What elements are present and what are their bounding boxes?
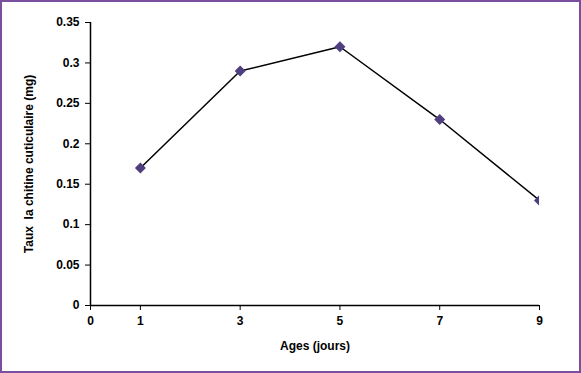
svg-text:0: 0 xyxy=(87,314,94,328)
svg-text:0.25: 0.25 xyxy=(56,96,80,110)
svg-text:0.15: 0.15 xyxy=(56,177,80,191)
svg-text:Ages (jours): Ages (jours) xyxy=(280,339,350,353)
svg-text:0: 0 xyxy=(73,298,80,312)
svg-text:7: 7 xyxy=(436,314,443,328)
svg-text:3: 3 xyxy=(237,314,244,328)
svg-text:0.05: 0.05 xyxy=(56,258,80,272)
svg-text:Taux la chitine cuticulaire (: Taux la chitine cuticulaire (mg) xyxy=(22,75,36,253)
svg-text:9: 9 xyxy=(536,314,543,328)
svg-text:0.1: 0.1 xyxy=(63,217,80,231)
svg-text:0.3: 0.3 xyxy=(63,56,80,70)
svg-text:1: 1 xyxy=(137,314,144,328)
svg-text:5: 5 xyxy=(337,314,344,328)
svg-text:0.2: 0.2 xyxy=(63,137,80,151)
svg-text:0.35: 0.35 xyxy=(56,15,80,29)
